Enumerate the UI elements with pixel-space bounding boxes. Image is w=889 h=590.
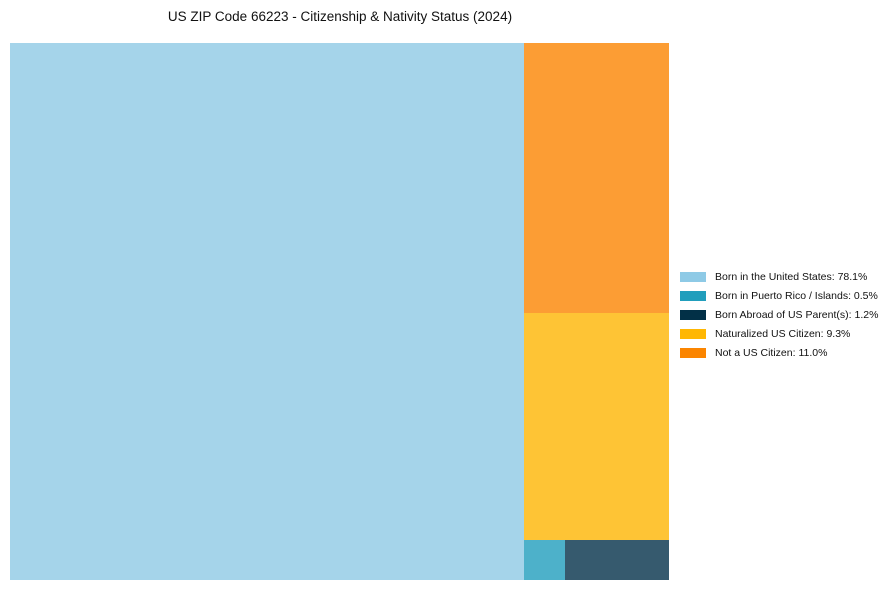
legend-item: Born in Puerto Rico / Islands: 0.5% [680,286,878,305]
legend: Born in the United States: 78.1% Born in … [680,267,878,362]
legend-swatch [680,309,706,320]
legend-label: Born Abroad of US Parent(s): 1.2% [715,308,879,321]
legend-item: Born Abroad of US Parent(s): 1.2% [680,305,878,324]
legend-item: Born in the United States: 78.1% [680,267,878,286]
legend-swatch [680,328,706,339]
legend-swatch [680,271,706,282]
chart-title: US ZIP Code 66223 - Citizenship & Nativi… [167,9,513,24]
legend-label: Born in Puerto Rico / Islands: 0.5% [715,289,878,302]
legend-label: Born in the United States: 78.1% [715,270,868,283]
legend-swatch [680,290,706,301]
treemap-tile [524,313,669,540]
treemap-tile [524,540,565,580]
legend-swatch [680,347,706,358]
legend-item: Naturalized US Citizen: 9.3% [680,324,878,343]
legend-item: Not a US Citizen: 11.0% [680,343,878,362]
treemap-tile [10,43,524,580]
legend-label: Naturalized US Citizen: 9.3% [715,327,851,340]
treemap-tile [524,43,669,313]
legend-label: Not a US Citizen: 11.0% [715,346,828,359]
treemap-tile [565,540,669,580]
